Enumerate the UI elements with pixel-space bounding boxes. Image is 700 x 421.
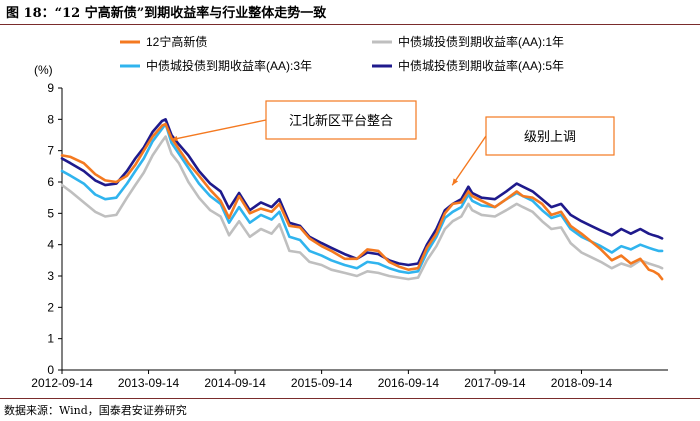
x-tick-label: 2017-09-14 [464,376,526,390]
y-tick-label: 2 [47,300,54,314]
y-tick-label: 3 [47,269,54,283]
x-tick-label: 2015-09-14 [291,376,353,390]
x-tick-label: 2014-09-14 [204,376,266,390]
annotation-arrow-1 [451,135,487,186]
x-tick-label: 2013-09-14 [118,376,180,390]
y-tick-label: 4 [47,238,54,252]
y-tick-label: 0 [47,363,54,377]
annotation-arrowhead-0 [171,135,178,142]
x-tick-label: 2018-09-14 [551,376,613,390]
x-tick-label: 2016-09-14 [378,376,440,390]
y-tick-label: 7 [47,144,54,158]
y-tick-label: 1 [47,332,54,346]
series-line-1 [60,135,664,281]
x-tick-label: 2012-09-14 [31,376,93,390]
legend-label-2: 中债城投债到期收益率(AA):3年 [146,58,312,73]
annotation-arrowhead-1 [452,178,459,186]
annotation-box-0 [265,100,417,140]
source-note: 数据来源：Wind，国泰君安证券研究 [4,404,187,417]
chart-axes [61,88,668,371]
series-line-3 [60,118,664,267]
y-axis-ticks: 0 1 2 3 4 5 6 7 8 9 [47,81,62,377]
series-lines [60,118,664,281]
series-line-0 [60,122,664,281]
figure-title: 图 18：“12 宁高新债”到期收益率与行业整体走势一致 [6,6,327,21]
source-divider [0,398,700,399]
y-tick-label: 5 [47,206,54,220]
legend-label-1: 中债城投债到期收益率(AA):1年 [398,34,564,49]
legend-label-3: 中债城投债到期收益率(AA):5年 [398,58,564,73]
y-tick-label: 9 [47,81,54,95]
y-tick-label: 6 [47,175,54,189]
annotation-arrow-0 [170,119,267,141]
legend-label-0: 12宁高新债 [146,34,207,49]
y-axis-unit-label: (%) [34,63,53,77]
title-divider [0,24,700,25]
x-axis-ticks: 2012-09-14 2013-09-14 2014-09-14 2015-09-14… [31,370,612,390]
chart-legend: 12宁高新债 中债城投债到期收益率(AA):1年中债城投债到期收益率(AA):3年… [120,34,564,73]
annotation-text-0: 江北新区平台整合 [289,113,393,128]
y-tick-label: 8 [47,112,54,126]
annotation-text-1: 级别上调 [524,129,576,144]
